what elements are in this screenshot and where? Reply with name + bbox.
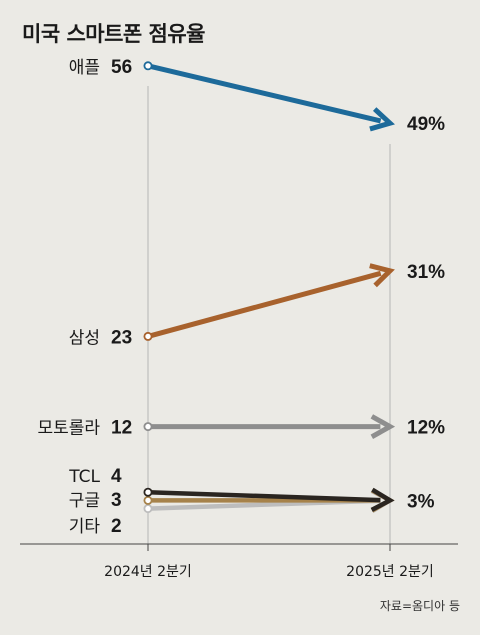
series-1-name-label: 삼성 [69,328,100,348]
series-2-end-value: 12% [407,418,445,439]
series-2-name-label: 모토롤라 [37,419,100,439]
series-2-start-value: 12 [111,418,132,439]
series-4-name-label: 구글 [69,491,100,511]
series-1-end-value: 31% [407,262,445,283]
series-0-end-value: 49% [407,114,445,135]
axes: 2024년 2분기 2025년 2분기 [20,86,458,580]
shared-end-value: 3% [407,491,435,512]
series-1-start-point [143,331,153,341]
series-3-start-point [143,487,153,497]
series-3-line [147,489,381,503]
labels: 애플 56 49% 삼성 23 31% 모토롤라 12 12% TCL 4 구글 3 기타 2 3% [37,57,445,537]
x-tick-label-1: 2025년 2분기 [346,564,434,580]
series-2-start-point [143,422,153,432]
source-note: 자료=옴디아 등 [379,599,460,613]
series-4-start-value: 3 [111,490,122,511]
series-lines [143,61,396,514]
series-1-line [147,270,382,339]
series-0-name-label: 애플 [69,58,100,78]
series-5-start-value: 2 [111,516,122,537]
series-0-start-value: 56 [111,57,132,78]
series-3-name-label: TCL [68,467,100,487]
series-2-arrowhead [370,414,396,440]
x-tick-label-0: 2024년 2분기 [104,564,192,580]
series-1-start-value: 23 [111,327,132,348]
series-4-start-point [143,495,153,505]
series-0-line [147,63,382,124]
chart-title: 미국 스마트폰 점유율 [22,22,206,46]
series-5-name-label: 기타 [69,517,101,537]
series-3-arrowhead [370,487,395,512]
series-5-start-point [143,504,153,514]
series-0-arrowhead [369,107,395,132]
series-3-start-value: 4 [111,466,122,487]
series-0-start-point [143,61,153,71]
series-1-arrowhead [369,263,395,288]
